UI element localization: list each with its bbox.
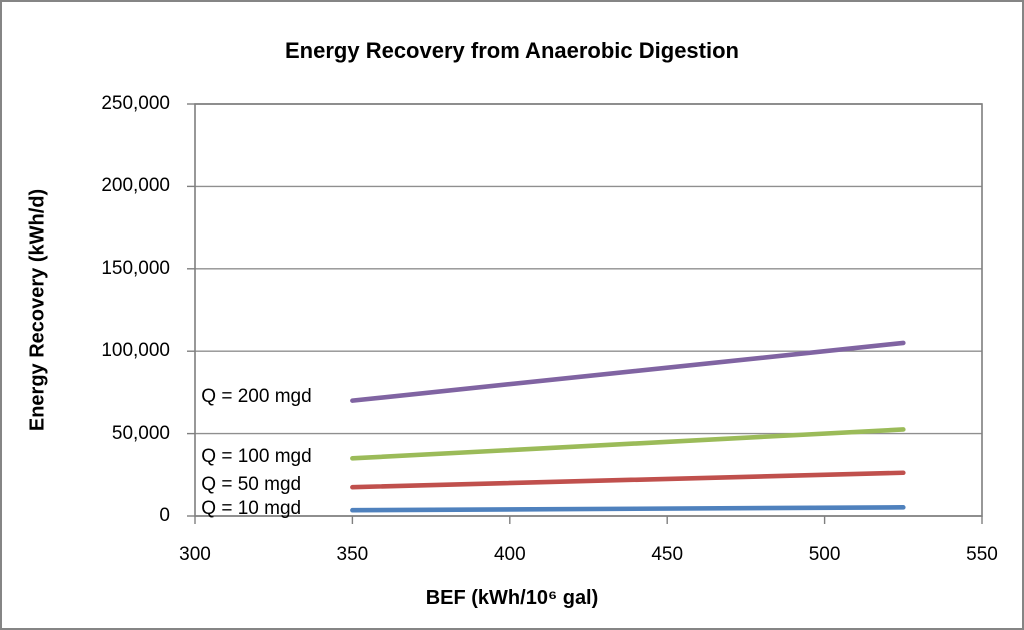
y-tick-label: 0 — [159, 505, 170, 526]
x-tick-label: 450 — [651, 544, 684, 565]
x-tick-label: 550 — [966, 544, 998, 565]
series-label: Q = 200 mgd — [201, 385, 312, 407]
x-tick-label: 300 — [179, 544, 211, 565]
x-tick-label: 500 — [808, 544, 841, 565]
series-label: Q = 10 mgd — [201, 497, 302, 519]
x-axis-title: BEF (kWh/10⁶ gal) — [425, 587, 599, 609]
x-tick-label: 400 — [493, 544, 526, 565]
y-tick-label: 100,000 — [101, 340, 170, 362]
y-tick-label: 250,000 — [101, 93, 170, 114]
series-label: Q = 100 mgd — [201, 446, 312, 467]
series-label: Q = 50 mgd — [201, 474, 302, 496]
series-line — [350, 340, 906, 403]
y-tick-label: 150,000 — [101, 257, 170, 279]
chart-title: Energy Recovery from Anaerobic Digestion — [285, 38, 739, 63]
series-line — [350, 470, 906, 490]
x-tick-label: 350 — [336, 544, 369, 565]
series-line — [350, 427, 906, 461]
y-tick-label: 200,000 — [101, 175, 170, 197]
plot-border — [194, 103, 983, 517]
series-line — [350, 505, 906, 513]
y-tick-label: 50,000 — [111, 422, 170, 444]
